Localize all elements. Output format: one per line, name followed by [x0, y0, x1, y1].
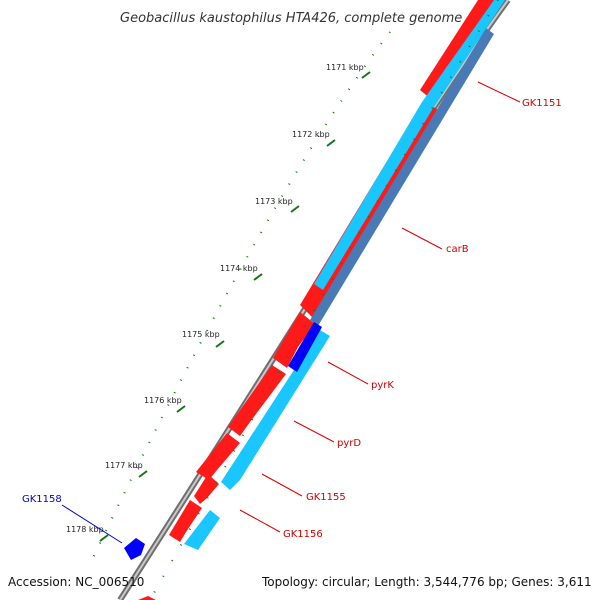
tick-label-1173: 1173 kbp — [255, 197, 293, 206]
tick-label-1176: 1176 kbp — [144, 396, 182, 405]
tick-marks — [99, 71, 371, 542]
gene-band-cyan-main — [221, 330, 330, 490]
tick-label-1171: 1171 kbp — [326, 63, 364, 72]
leader-gk1158 — [61, 504, 123, 544]
leader-pyrk — [327, 361, 369, 385]
gene-label-gk1158: GK1158 — [22, 494, 62, 505]
gene-pyrk-dark-blue — [288, 322, 322, 372]
gene-arrow-gk1155-red — [196, 433, 240, 480]
gene-label-gk1155: GK1155 — [306, 492, 346, 503]
leader-carb — [401, 227, 443, 250]
gene-arrow-gk1156 — [169, 500, 202, 542]
gene-label-pyrd: pyrD — [337, 438, 361, 449]
tick-1172 — [326, 139, 336, 147]
genome-title: Geobacillus kaustophilus HTA426, complet… — [120, 11, 462, 26]
gene-arrow-pyrd — [228, 365, 286, 436]
tick-label-1177: 1177 kbp — [105, 461, 143, 470]
gene-band-cyan-top — [314, 0, 505, 290]
tick-1178 — [99, 534, 109, 542]
gene-arrow-gk1155 — [194, 474, 219, 504]
topology-text: Topology: circular; Length: 3,544,776 bp… — [261, 575, 592, 589]
tick-1173 — [290, 205, 300, 213]
gene-label-pyrk: pyrK — [371, 380, 394, 391]
tick-1175 — [215, 340, 225, 348]
leader-gk1156 — [239, 509, 281, 533]
reverse-strand-genes — [124, 0, 505, 560]
tick-label-1175: 1175 kbp — [182, 330, 220, 339]
label-leaders — [61, 81, 521, 544]
gene-arrow-bottom — [138, 596, 156, 600]
tick-1176 — [176, 405, 186, 413]
leader-pyrd — [293, 420, 335, 443]
leader-gk1155 — [261, 473, 303, 497]
gene-label-gk1151: GK1151 — [522, 98, 562, 109]
tick-label-1178: 1178 kbp — [66, 525, 104, 534]
tick-1177 — [138, 470, 148, 478]
gene-label-carb: carB — [446, 244, 469, 255]
gene-band-steel — [310, 28, 494, 326]
tick-1174 — [253, 273, 263, 281]
gene-arrow-pyrk — [273, 312, 315, 368]
leader-gk1151 — [477, 81, 521, 103]
accession-text: Accession: NC_006510 — [8, 575, 144, 589]
tick-label-1174: 1174 kbp — [220, 264, 258, 273]
dotted-guide-outer — [91, 31, 391, 561]
gene-gk1156-cyan — [184, 510, 220, 550]
gene-gk1158-dark-blue — [124, 538, 145, 560]
tick-label-1172: 1172 kbp — [292, 130, 330, 139]
tick-1171 — [361, 71, 371, 79]
gene-label-gk1156: GK1156 — [283, 529, 323, 540]
